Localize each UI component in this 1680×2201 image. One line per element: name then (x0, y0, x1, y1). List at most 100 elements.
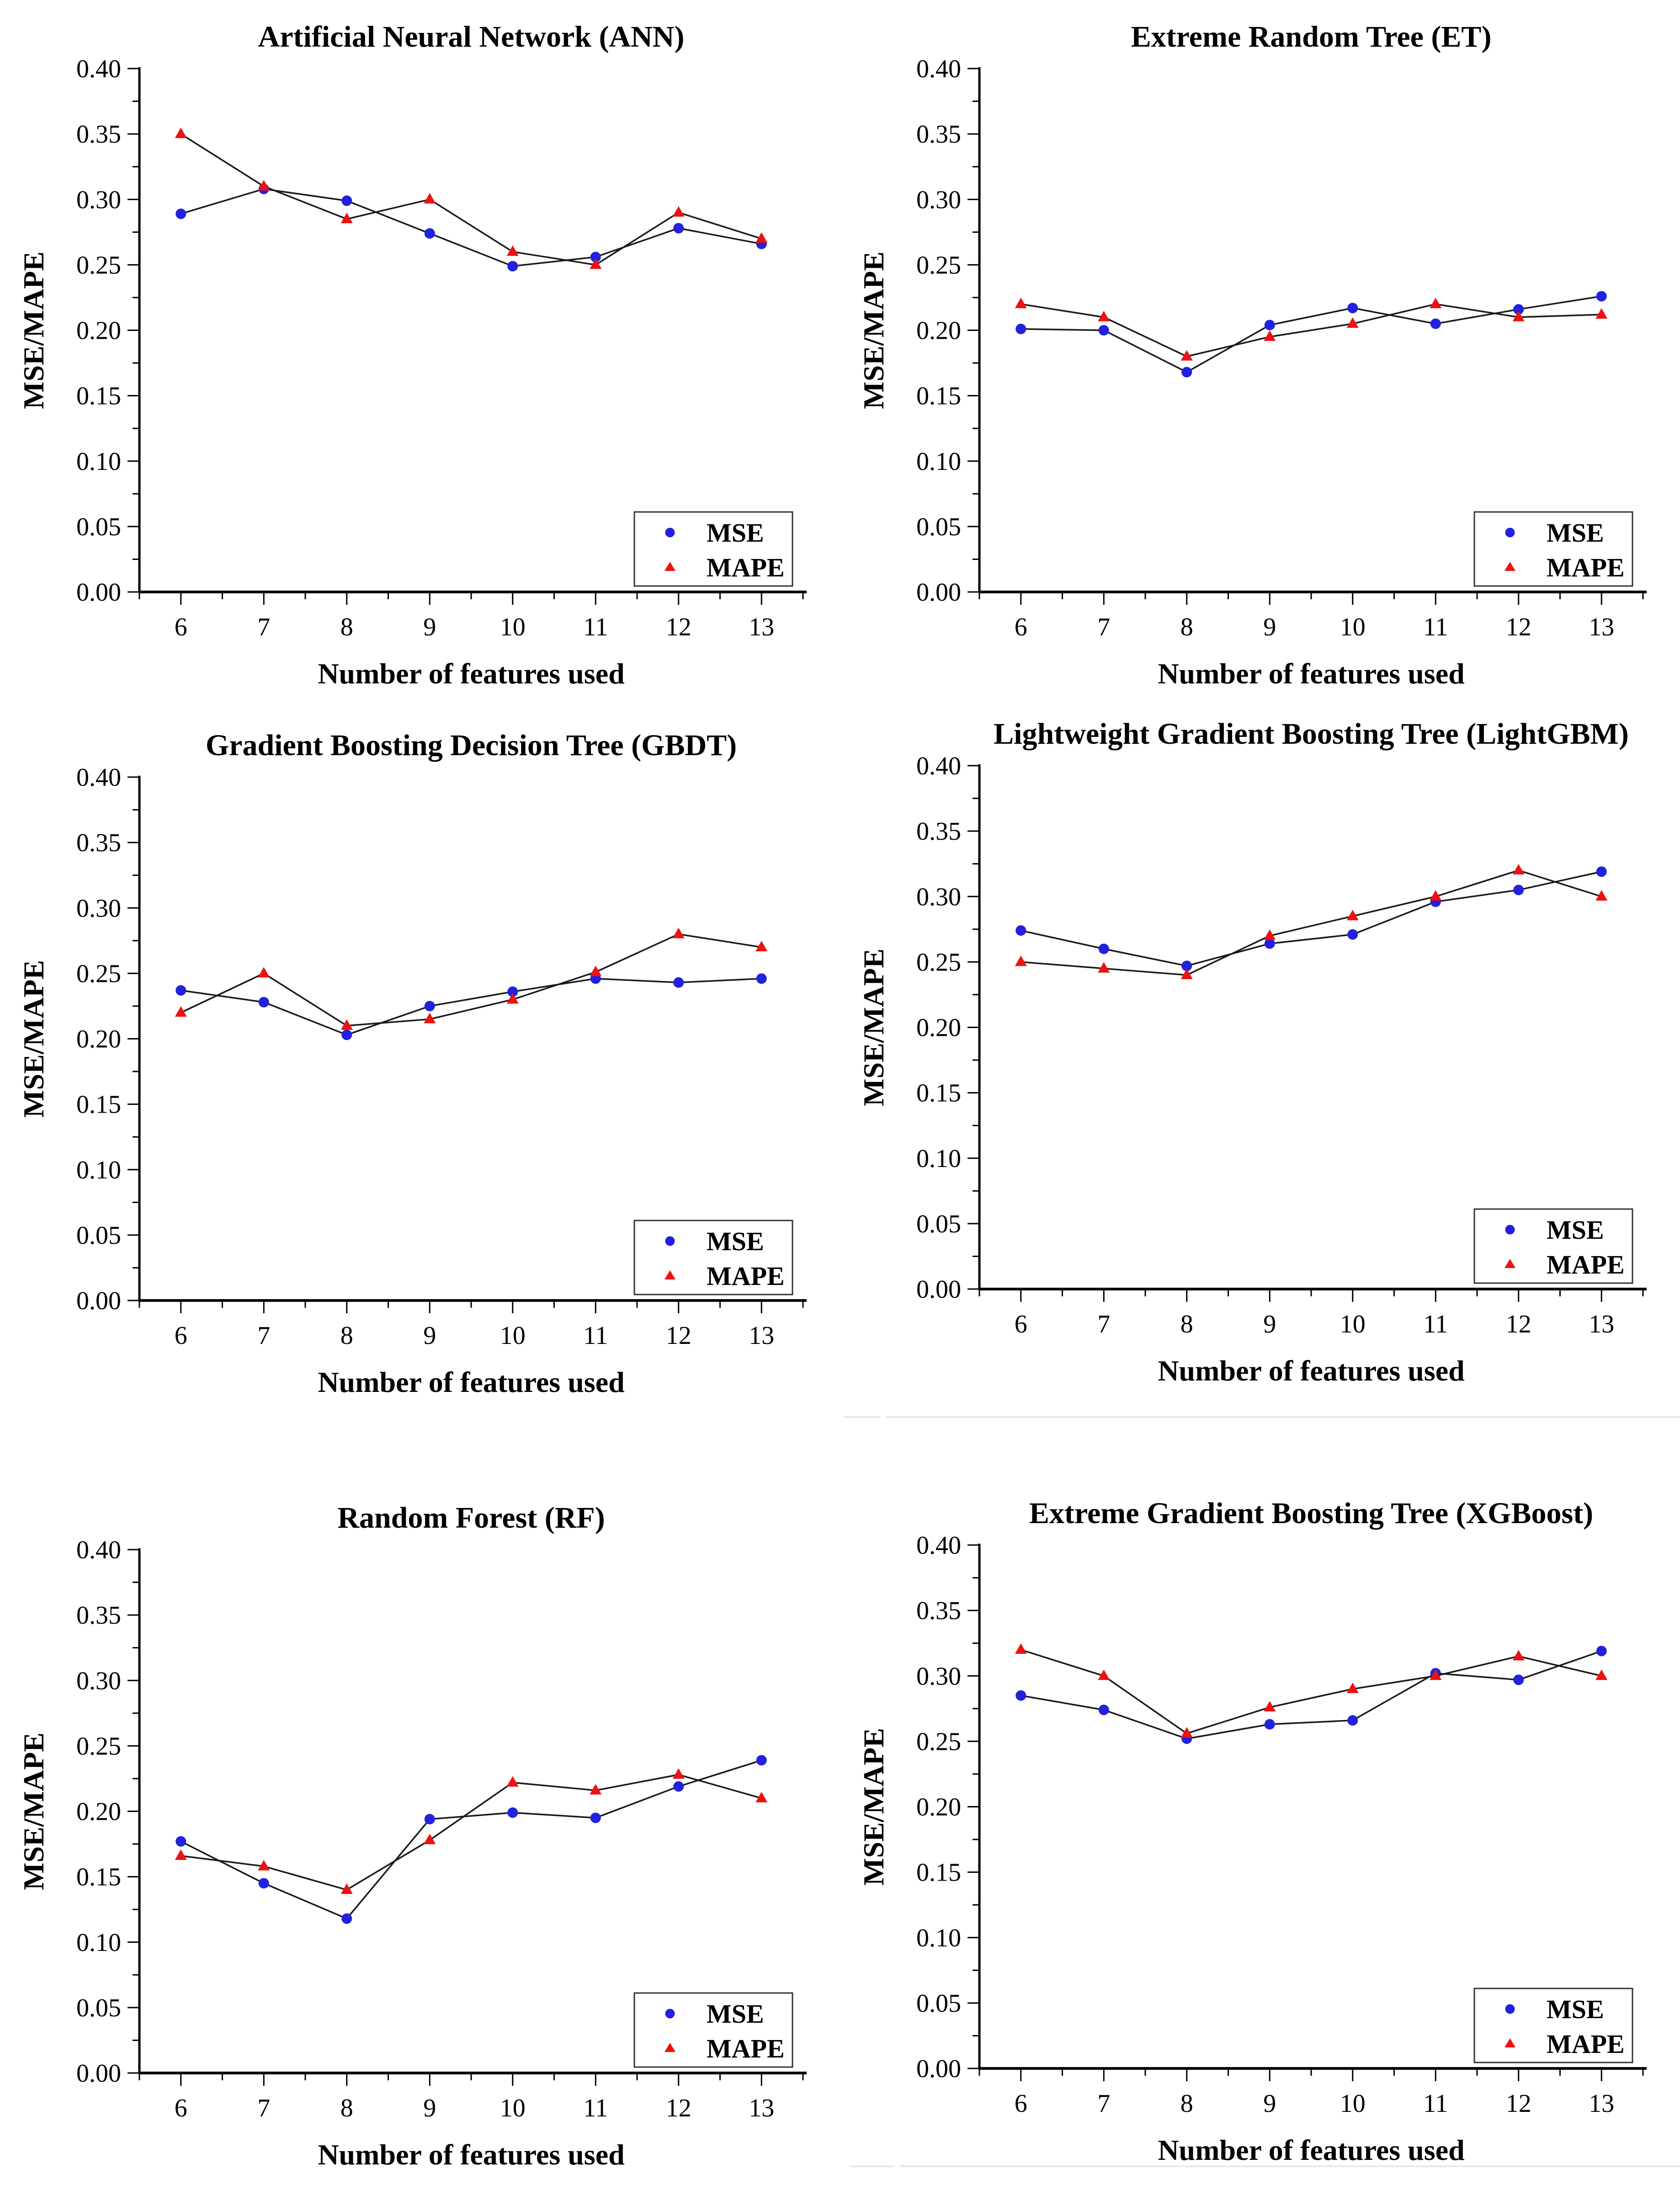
y-tick-label: 0.05 (916, 1989, 961, 2018)
series-line (180, 1759, 762, 1920)
x-axis-ticks: 6 7 8 9 10 11 12 13 (138, 1300, 804, 1350)
data-point-triangle (1264, 929, 1276, 940)
page-divider-top-segment (844, 1416, 880, 1418)
data-point-circle (1513, 885, 1524, 895)
data-point-circle (1264, 938, 1275, 949)
data-point-circle (341, 1913, 352, 1924)
legend-box (633, 1992, 793, 2068)
data-point-triangle (1180, 969, 1193, 979)
series-line (1021, 1649, 1602, 1735)
y-tick-label: 0.25 (76, 1732, 121, 1760)
legend-marker-triangle (665, 2043, 675, 2052)
legend-marker-circle (1505, 528, 1515, 538)
y-tick-label: 0.35 (76, 829, 121, 857)
legend-box (633, 511, 793, 587)
data-point-triangle (424, 1833, 436, 1844)
x-axis-label: Number of features used (1158, 2134, 1464, 2166)
data-point-circle (341, 195, 352, 206)
data-point-circle (175, 1836, 186, 1847)
data-point-triangle (755, 232, 768, 243)
page-divider-top (886, 1416, 1680, 1418)
legend-box (1473, 1988, 1633, 2063)
x-tick-label: 6 (175, 2094, 187, 2122)
data-point-triangle (590, 258, 602, 269)
x-tick-label: 7 (257, 613, 270, 641)
y-tick-label: 0.15 (916, 382, 961, 410)
data-point-triangle (1430, 890, 1442, 901)
x-tick-label: 13 (749, 1322, 774, 1350)
data-point-triangle (755, 1791, 768, 1802)
data-point-triangle (590, 965, 602, 976)
x-axis-label: Number of features used (318, 2138, 624, 2171)
data-point-circle (1347, 1715, 1358, 1726)
data-point-circle (258, 997, 269, 1007)
x-tick-label: 12 (1506, 2089, 1531, 2118)
legend-marker-triangle (1505, 2038, 1515, 2047)
data-point-triangle (1264, 330, 1276, 341)
data-point-triangle (1180, 350, 1193, 361)
x-tick-label: 12 (1506, 1310, 1531, 1338)
x-tick-label: 6 (1015, 2089, 1027, 2118)
data-point-circle (590, 1812, 601, 1823)
y-tick-label: 0.05 (76, 513, 121, 541)
chart-title: Extreme Random Tree (ET) (1131, 20, 1492, 53)
y-tick-label: 0.40 (916, 55, 961, 83)
y-tick-label: 0.10 (76, 448, 121, 476)
y-tick-label: 0.05 (76, 1994, 121, 2022)
data-point-triangle (1015, 955, 1027, 966)
x-tick-label: 12 (1506, 613, 1531, 641)
y-tick-label: 0.30 (916, 1662, 961, 1690)
x-tick-label: 8 (1180, 613, 1193, 641)
data-point-circle (1015, 1690, 1026, 1701)
chart-panel-rf: Random Forest (RF) 0.00 0.05 0.10 0.15 0.20 0.… (0, 1486, 840, 2199)
x-tick-label: 8 (340, 2094, 353, 2122)
x-tick-label: 9 (1263, 2089, 1276, 2118)
data-point-circle (1264, 1719, 1275, 1730)
x-axis-ticks: 6 7 8 9 10 11 12 13 (978, 592, 1644, 641)
y-tick-label: 0.25 (916, 1727, 961, 1756)
y-tick-label: 0.05 (916, 513, 961, 541)
y-axis-ticks: 0.00 0.05 0.10 0.15 0.20 0.25 0.30 0.35 0.40 (916, 1531, 979, 2083)
data-point-triangle (1098, 310, 1110, 321)
data-point-circle (1596, 866, 1607, 877)
data-point-triangle (590, 1784, 602, 1795)
data-point-triangle (1264, 1700, 1276, 1711)
chart-svg: Extreme Random Tree (ET) 0.00 0.05 0.10 0.15… (857, 20, 1647, 690)
x-tick-label: 9 (1263, 1310, 1276, 1338)
x-axis-ticks: 6 7 8 9 10 11 12 13 (978, 2068, 1644, 2118)
data-point-circle (673, 1781, 684, 1792)
y-tick-label: 0.20 (916, 317, 961, 345)
legend-label: MAPE (707, 553, 785, 582)
y-tick-label: 0.15 (916, 1859, 961, 1887)
chart-panel-et: Extreme Random Tree (ET) 0.00 0.05 0.10 0.15… (840, 5, 1680, 718)
data-point-circle (175, 985, 186, 996)
y-tick-label: 0.20 (76, 1025, 121, 1054)
x-tick-label: 11 (1423, 1310, 1448, 1338)
y-tick-label: 0.30 (916, 186, 961, 214)
x-tick-label: 9 (423, 1322, 436, 1350)
legend-label: MSE (1547, 518, 1604, 548)
y-tick-label: 0.15 (76, 1863, 121, 1892)
legend-label: MSE (707, 518, 764, 548)
data-point-circle (258, 1878, 269, 1889)
y-axis-ticks: 0.00 0.05 0.10 0.15 0.20 0.25 0.30 0.35 0.40 (916, 55, 979, 607)
chart-title: Random Forest (RF) (337, 1501, 605, 1535)
x-tick-label: 8 (1180, 2089, 1193, 2118)
data-point-triangle (1015, 298, 1027, 309)
data-point-circle (1347, 929, 1358, 940)
data-point-circle (1513, 1674, 1524, 1685)
y-tick-label: 0.20 (76, 317, 121, 345)
data-point-triangle (1595, 308, 1608, 319)
legend-label: MSE (1547, 1994, 1604, 2024)
data-point-circle (673, 977, 684, 988)
y-tick-label: 0.15 (76, 382, 121, 410)
legend-label: MSE (707, 1999, 764, 2029)
data-point-circle (1098, 943, 1109, 954)
series-mape (175, 128, 768, 269)
data-point-circle (424, 1001, 435, 1012)
data-point-triangle (424, 193, 436, 204)
data-point-circle (1264, 320, 1275, 330)
x-tick-label: 10 (500, 613, 526, 641)
series-mse (1015, 291, 1607, 378)
x-tick-label: 12 (666, 613, 691, 641)
